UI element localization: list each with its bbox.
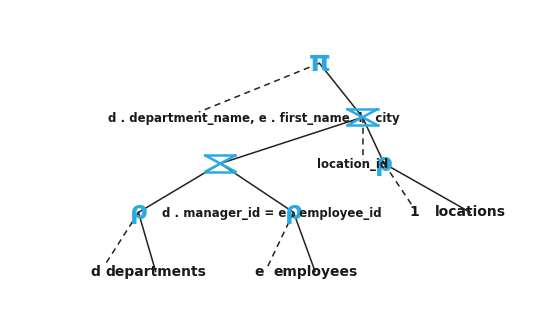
Text: d: d <box>91 265 100 279</box>
Text: departments: departments <box>105 265 206 279</box>
Text: location_id: location_id <box>317 158 389 171</box>
Text: d . department_name, e . first_name, l . city: d . department_name, e . first_name, l .… <box>108 112 400 125</box>
Text: e: e <box>254 265 264 279</box>
Text: π: π <box>309 49 330 77</box>
Text: 1: 1 <box>409 205 419 219</box>
Text: ρ: ρ <box>375 152 393 176</box>
Text: d . manager_id = e . employee_id: d . manager_id = e . employee_id <box>162 207 382 220</box>
Text: employees: employees <box>273 265 358 279</box>
Text: ρ: ρ <box>285 200 302 224</box>
Text: ρ: ρ <box>130 200 147 224</box>
Text: locations: locations <box>435 205 506 219</box>
